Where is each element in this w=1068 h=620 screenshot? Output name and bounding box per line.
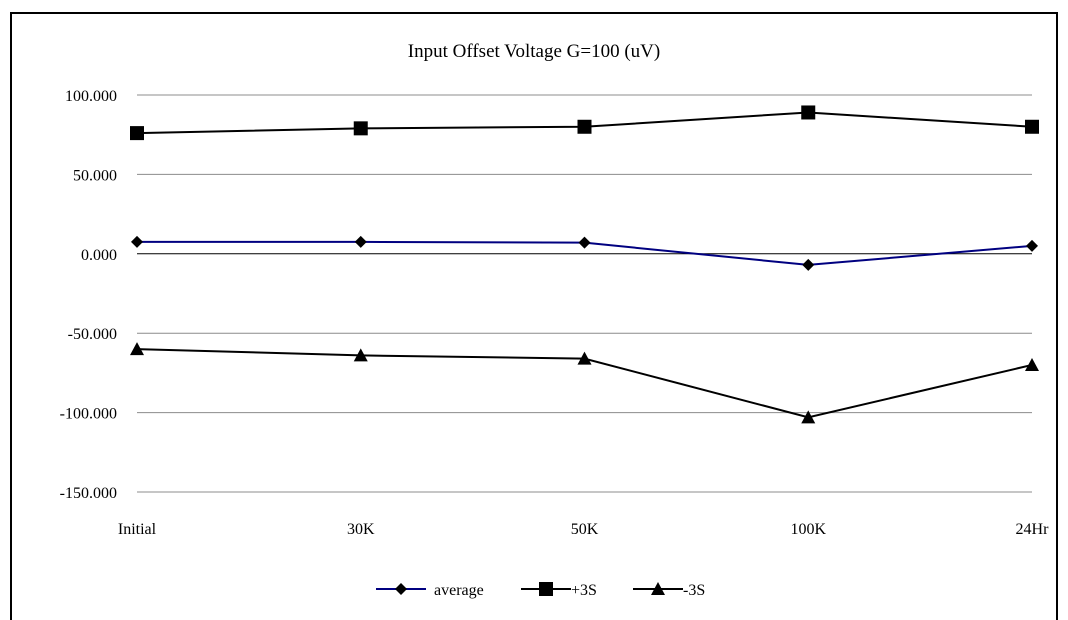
data-point — [1025, 119, 1039, 134]
data-point — [130, 126, 144, 141]
x-tick-label: Initial — [118, 521, 157, 538]
legend: average +3S -3S — [376, 582, 705, 599]
data-point — [577, 119, 592, 134]
legend-marker — [395, 583, 407, 595]
data-point — [353, 348, 368, 362]
y-tick-label: 0.000 — [81, 247, 117, 264]
chart-frame — [10, 12, 1058, 620]
gridlines — [137, 94, 1032, 493]
x-tick-label: 50K — [571, 521, 599, 538]
data-point — [130, 342, 144, 356]
series-lines — [130, 105, 1039, 424]
data-point — [354, 235, 367, 248]
legend-entry: +3S — [521, 582, 597, 599]
legend-label: -3S — [683, 582, 705, 599]
y-tick-label: 100.000 — [65, 88, 117, 105]
data-point — [353, 121, 368, 136]
legend-label: +3S — [571, 582, 597, 599]
data-point — [801, 105, 816, 120]
y-tick-label: -100.000 — [60, 406, 117, 423]
x-tick-label: 24Hr — [1016, 521, 1050, 538]
y-tick-label: -50.000 — [68, 326, 117, 343]
y-axis-ticks: 100.000 50.000 0.000 -50.000 -100.000 -150.00… — [60, 88, 117, 502]
data-point — [802, 258, 815, 271]
series-+3S — [130, 105, 1039, 141]
legend-marker — [651, 582, 665, 595]
series--3S — [130, 342, 1039, 424]
data-point — [1025, 357, 1039, 371]
x-tick-label: 30K — [347, 521, 375, 538]
x-tick-label: 100K — [790, 521, 826, 538]
data-point — [577, 351, 592, 365]
legend-marker — [539, 582, 553, 596]
data-point — [801, 410, 816, 424]
legend-entry: -3S — [633, 582, 705, 599]
data-point — [578, 236, 591, 249]
x-axis-ticks: Initial 30K 50K 100K 24Hr — [118, 521, 1049, 538]
data-point — [131, 235, 143, 248]
chart-title: Input Offset Voltage G=100 (uV) — [408, 41, 660, 62]
legend-label: average — [434, 582, 484, 599]
series-average — [131, 235, 1038, 271]
legend-entry: average — [376, 582, 484, 599]
y-tick-label: 50.000 — [73, 167, 117, 184]
data-point — [1026, 239, 1038, 252]
y-tick-label: -150.000 — [60, 485, 117, 502]
